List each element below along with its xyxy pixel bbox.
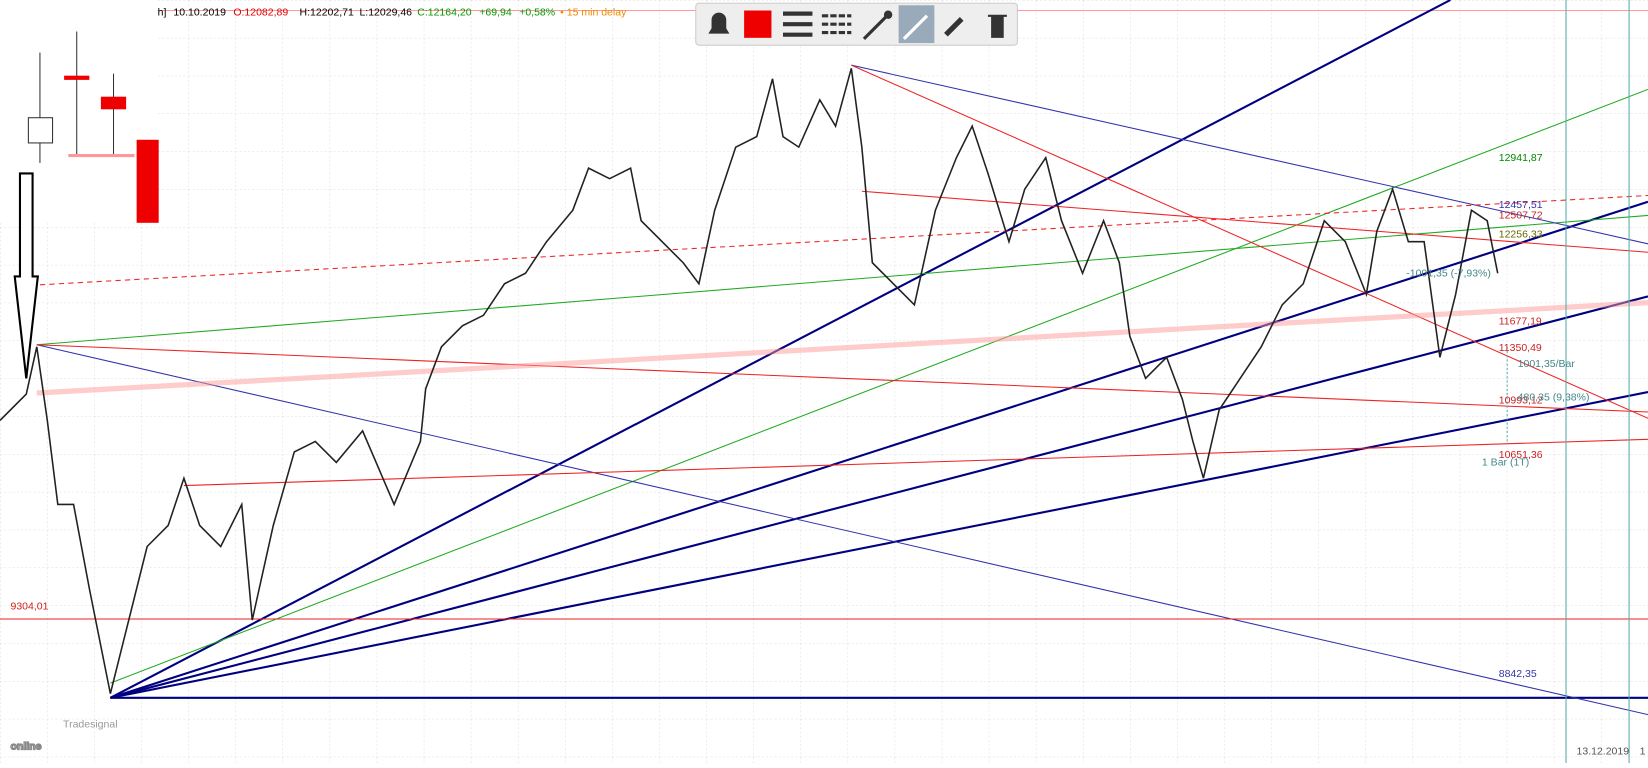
low: L:12029,46	[359, 7, 412, 19]
logo-product: online	[11, 740, 42, 752]
annotation: 1 Bar (1T)	[1482, 457, 1529, 469]
date: 10.10.2019	[173, 7, 226, 19]
footer-date: 13.12.2019	[1577, 746, 1630, 758]
level: 12256,33	[1499, 229, 1543, 241]
level: 9304,01	[11, 601, 49, 613]
delay: • 15 min delay	[560, 7, 627, 19]
annotation: 480,35 (9,38%)	[1518, 391, 1590, 403]
level: 10993,12	[1499, 395, 1543, 407]
level: 12507,72	[1499, 210, 1543, 222]
level: 11677,19	[1499, 316, 1542, 328]
toolbar[interactable]	[695, 2, 1018, 46]
candle-legend	[0, 0, 159, 379]
level: 12941,87	[1499, 152, 1543, 164]
level: 11350,49	[1499, 342, 1542, 354]
logo-brand: Tradesignal	[63, 718, 117, 730]
level: 8842,35	[1499, 668, 1537, 680]
symbol: h]	[158, 7, 167, 19]
footer-marker: 1	[1640, 746, 1646, 758]
close: C:12164,20	[417, 7, 471, 19]
price-series	[0, 68, 1499, 694]
open: O:12082,89	[233, 7, 288, 19]
level: 12457,51	[1499, 199, 1543, 211]
change: +69,94	[479, 7, 512, 19]
high: H:12202,71	[300, 7, 354, 19]
annotation: -1001,35 (-7,93%)	[1406, 267, 1491, 279]
annotation: 1001,35/Bar	[1518, 358, 1576, 370]
level: 10651,36	[1499, 449, 1543, 461]
change-pct: +0,58%	[519, 7, 555, 19]
